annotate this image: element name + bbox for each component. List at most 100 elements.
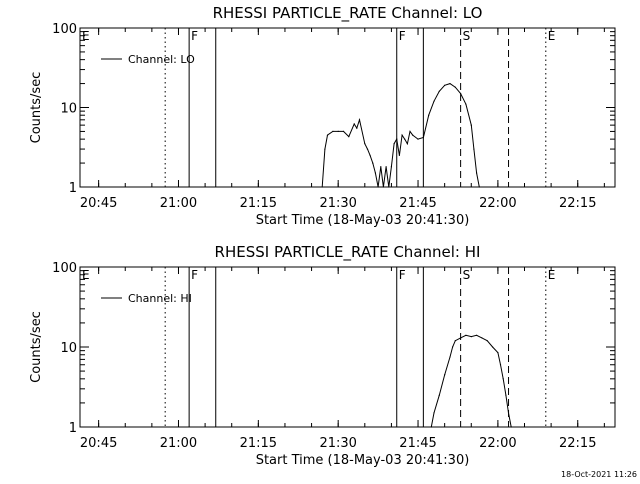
flag-label-S: S <box>463 29 471 43</box>
data-point <box>460 92 462 95</box>
flag-label-E: E <box>548 29 556 43</box>
data-point <box>492 346 494 348</box>
data-point <box>454 340 456 342</box>
data-point <box>326 134 329 136</box>
data-point <box>478 186 480 188</box>
footer-timestamp: 18-Oct-2021 11:26 <box>561 470 637 479</box>
x-tick-label: 21:45 <box>399 436 436 451</box>
data-point <box>465 334 467 336</box>
data-point <box>505 394 507 396</box>
data-point <box>428 114 430 116</box>
data-point <box>321 186 323 188</box>
data-point <box>380 166 382 168</box>
data-point <box>433 100 435 102</box>
data-point <box>356 127 358 129</box>
plot-frame <box>79 27 616 188</box>
data-point <box>481 337 483 339</box>
data-point <box>398 154 400 156</box>
data-point <box>404 138 406 140</box>
data-point <box>412 134 414 136</box>
data-point <box>438 90 440 92</box>
x-tick-label: 21:00 <box>160 436 197 451</box>
data-point <box>510 426 512 428</box>
x-tick-label: 22:15 <box>559 196 596 211</box>
data-point <box>438 394 440 396</box>
data-point <box>476 172 478 174</box>
y-tick-label: 1 <box>69 421 77 436</box>
x-tick-label: 21:00 <box>160 196 197 211</box>
data-point <box>393 143 395 145</box>
data-point <box>465 103 467 105</box>
data-point <box>430 426 432 428</box>
x-tick-label: 22:15 <box>559 436 596 451</box>
flag-label-S: S <box>463 268 471 282</box>
x-tick-label: 22:00 <box>479 436 516 451</box>
flag-label-F: F <box>191 268 198 282</box>
data-point <box>417 138 419 140</box>
flag-label-E: E <box>548 268 556 282</box>
x-tick-label: 20:45 <box>80 436 117 451</box>
data-point <box>470 336 472 338</box>
data-point <box>486 340 488 342</box>
data-point <box>385 166 387 168</box>
series-line <box>321 83 480 188</box>
data-point <box>366 148 369 150</box>
y-tick-label: 10 <box>60 102 77 117</box>
data-point <box>470 124 472 126</box>
x-tick-label: 21:30 <box>319 436 356 451</box>
x-axis-label: Start Time (18-May-03 20:41:30) <box>256 453 470 468</box>
data-point <box>342 130 345 132</box>
data-point <box>369 154 371 156</box>
y-tick-label: 100 <box>52 22 77 37</box>
data-point <box>406 143 408 145</box>
chart-panel-0: RHESSI PARTICLE_RATE Channel: LO E F F S E 20:… <box>29 4 616 228</box>
chart-title: RHESSI PARTICLE_RATE Channel: HI <box>215 243 481 262</box>
x-tick-label: 21:30 <box>319 196 356 211</box>
chart-title: RHESSI PARTICLE_RATE Channel: LO <box>213 4 483 23</box>
x-tick-label: 21:15 <box>240 436 277 451</box>
series-line <box>430 334 512 428</box>
data-point <box>390 166 392 168</box>
flag-label-E: E <box>82 268 90 282</box>
chart-panel-1: RHESSI PARTICLE_RATE Channel: HI E F F S E 20:… <box>29 243 616 468</box>
y-tick-label: 1 <box>69 181 77 196</box>
data-point <box>337 130 339 132</box>
data-point <box>444 84 446 86</box>
y-axis-label: Counts/sec <box>29 311 44 383</box>
legend-entry: Channel: HI <box>128 292 192 305</box>
data-point <box>409 130 411 132</box>
data-point <box>374 172 376 174</box>
data-point <box>460 337 462 339</box>
data-point <box>502 378 504 380</box>
data-point <box>401 134 403 136</box>
data-point <box>388 186 390 188</box>
data-point <box>433 412 435 414</box>
legend-entry: Channel: LO <box>128 53 195 66</box>
data-point <box>449 83 451 85</box>
data-point <box>499 364 502 366</box>
flag-label-E: E <box>82 29 90 43</box>
y-tick-label: 10 <box>60 341 77 356</box>
data-point <box>476 334 478 336</box>
data-point <box>332 130 334 132</box>
plot-frame <box>79 266 616 428</box>
data-point <box>382 186 384 188</box>
flag-label-F: F <box>191 29 198 43</box>
data-point <box>454 86 456 88</box>
flag-label-F: F <box>399 29 406 43</box>
data-point <box>348 136 350 138</box>
data-point <box>324 148 326 150</box>
x-tick-label: 21:15 <box>240 196 277 211</box>
y-tick-label: 100 <box>52 261 77 276</box>
x-axis-label: Start Time (18-May-03 20:41:30) <box>256 213 470 228</box>
data-point <box>444 374 446 376</box>
data-point <box>372 162 374 164</box>
data-point <box>396 138 398 140</box>
data-point <box>497 352 499 354</box>
flag-label-F: F <box>399 268 406 282</box>
data-point <box>452 346 454 348</box>
data-point <box>473 148 475 150</box>
y-axis-label: Counts/sec <box>29 72 44 144</box>
data-point <box>358 119 361 121</box>
